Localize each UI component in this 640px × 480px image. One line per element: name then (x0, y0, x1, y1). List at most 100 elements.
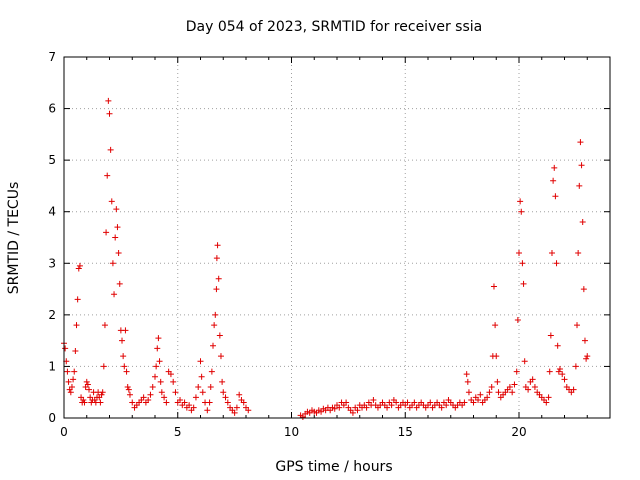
data-point (154, 345, 161, 352)
data-point (492, 322, 499, 329)
data-point (107, 146, 114, 153)
y-tick-label: 1 (48, 359, 56, 373)
data-point (543, 399, 550, 406)
x-tick-label: 10 (284, 425, 299, 439)
data-point (529, 376, 536, 383)
data-point (556, 366, 563, 373)
data-point (213, 286, 220, 293)
data-point (349, 409, 356, 416)
data-point (519, 260, 526, 267)
data-point (486, 389, 493, 396)
data-point (67, 389, 74, 396)
data-point (124, 384, 131, 391)
data-point (518, 208, 525, 215)
data-point (531, 384, 538, 391)
data-point (570, 386, 577, 393)
data-point (198, 373, 205, 380)
data-point (62, 345, 69, 352)
data-point (219, 378, 226, 385)
data-point (126, 391, 133, 398)
data-point (119, 337, 126, 344)
data-point (210, 342, 217, 349)
data-point (561, 376, 568, 383)
data-point (404, 399, 411, 406)
data-point (140, 394, 147, 401)
data-point (554, 342, 561, 349)
data-point (547, 332, 554, 339)
data-point (245, 407, 252, 414)
data-point (463, 371, 470, 378)
data-point (100, 363, 107, 370)
data-point (576, 182, 583, 189)
data-point (583, 355, 590, 362)
data-point (81, 399, 88, 406)
data-point (73, 322, 80, 329)
data-point (579, 219, 586, 226)
data-point (580, 286, 587, 293)
data-point (343, 399, 350, 406)
data-point (84, 381, 91, 388)
data-point (72, 347, 79, 354)
data-point (64, 368, 71, 375)
data-point (581, 337, 588, 344)
data-point (75, 265, 82, 272)
data-point (318, 408, 325, 415)
data-point (574, 322, 581, 329)
data-point (490, 283, 497, 290)
data-point (114, 224, 121, 231)
data-point (438, 404, 445, 411)
data-point (122, 327, 129, 334)
data-point (216, 332, 223, 339)
y-tick-label: 3 (48, 256, 56, 270)
data-point (578, 162, 585, 169)
data-point (493, 353, 500, 360)
data-point (113, 206, 120, 213)
data-point (465, 389, 472, 396)
data-point (516, 249, 522, 256)
y-tick-label: 2 (48, 308, 56, 322)
data-point (461, 399, 468, 406)
data-point (106, 110, 113, 117)
data-point (99, 389, 106, 396)
data-point (108, 198, 115, 205)
x-tick-label: 20 (511, 425, 526, 439)
x-axis-title: GPS time / hours (275, 459, 392, 475)
data-point (546, 368, 553, 375)
data-point (488, 384, 495, 391)
data-point (517, 198, 524, 205)
data-point (212, 311, 219, 318)
data-point (222, 394, 229, 401)
data-point (157, 378, 164, 385)
data-point (559, 371, 566, 378)
data-point (68, 384, 75, 391)
data-point (475, 396, 482, 403)
y-tick-label: 4 (48, 205, 56, 219)
data-point (199, 389, 206, 396)
data-point (76, 262, 83, 269)
data-point (181, 399, 188, 406)
data-point (80, 396, 87, 403)
data-point (207, 384, 214, 391)
data-point (156, 358, 163, 365)
data-point (220, 389, 227, 396)
data-point (509, 389, 516, 396)
data-point (104, 172, 111, 179)
data-point (470, 399, 477, 406)
data-point (101, 322, 108, 329)
data-point (149, 384, 156, 391)
data-point (125, 386, 132, 393)
data-point (331, 405, 338, 412)
data-point (506, 384, 513, 391)
data-point (158, 389, 165, 396)
data-point (192, 394, 199, 401)
data-point (152, 373, 158, 380)
data-point (443, 402, 450, 409)
data-point (495, 389, 502, 396)
data-point (233, 404, 240, 411)
data-point (384, 404, 391, 411)
data-point (105, 97, 112, 104)
y-tick-labels: 0 1 2 3 4 5 6 7 (48, 50, 56, 425)
plot-frame (63, 56, 611, 419)
data-point (213, 255, 220, 262)
data-point (123, 368, 130, 375)
